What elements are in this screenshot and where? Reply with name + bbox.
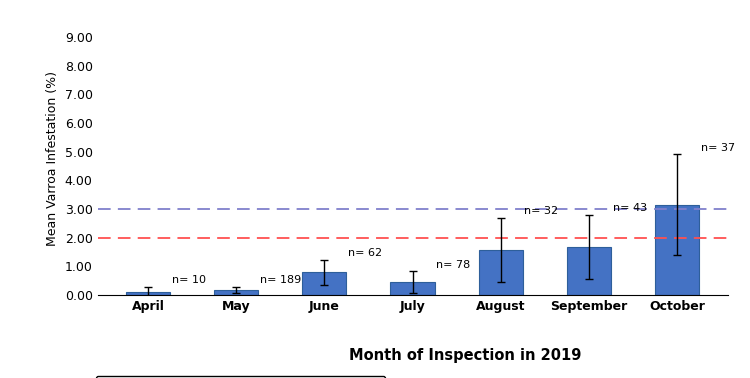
Legend: Recommended treatment threshold for May, Recommended treatment threshold for Aug: Recommended treatment threshold for May,…	[97, 376, 385, 378]
Bar	[214, 290, 258, 295]
Text: Month of Inspection in 2019: Month of Inspection in 2019	[349, 348, 581, 363]
Y-axis label: Mean Varroa Infestation (%): Mean Varroa Infestation (%)	[46, 71, 59, 246]
Bar	[126, 292, 170, 295]
Bar	[478, 250, 523, 295]
Bar	[567, 247, 610, 295]
Bar	[302, 273, 346, 295]
Bar	[655, 204, 699, 295]
Text: n= 43: n= 43	[613, 203, 646, 213]
Bar	[391, 282, 434, 295]
Text: n= 62: n= 62	[348, 248, 382, 258]
Text: n= 189: n= 189	[260, 276, 302, 285]
Text: n= 10: n= 10	[172, 276, 206, 285]
Text: n= 32: n= 32	[524, 206, 559, 216]
Text: n= 37: n= 37	[700, 143, 735, 153]
Text: n= 78: n= 78	[436, 260, 470, 270]
